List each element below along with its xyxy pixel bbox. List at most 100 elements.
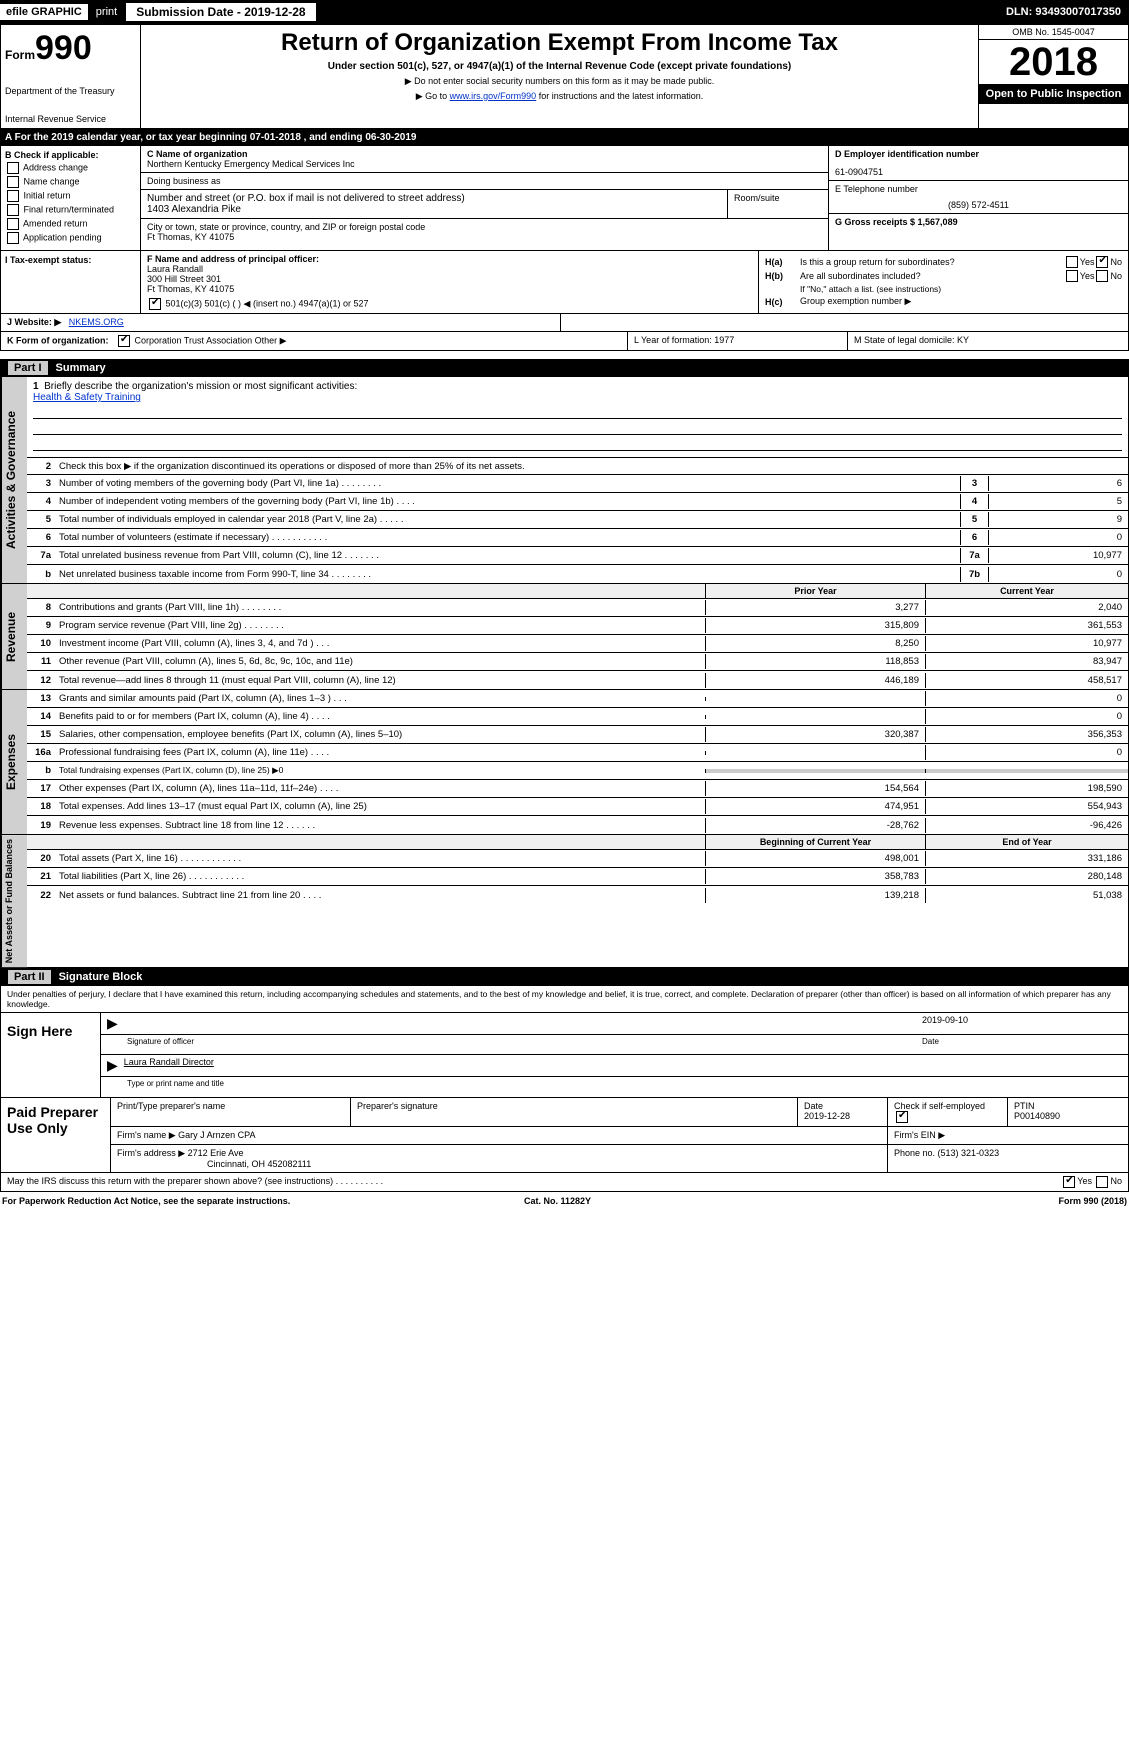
chk-amended[interactable]: Amended return (5, 218, 136, 230)
ein-label: D Employer identification number (835, 149, 1122, 159)
val-7b: 0 (988, 567, 1128, 582)
city-value: Ft Thomas, KY 41075 (147, 232, 822, 242)
submission-date: Submission Date - 2019-12-28 (125, 2, 316, 22)
line-2: Check this box ▶ if the organization dis… (55, 459, 1128, 474)
omb-box: OMB No. 1545-0047 2018 Open to Public In… (978, 25, 1128, 128)
hb-yes[interactable] (1066, 270, 1078, 282)
paid-label: Paid Preparer Use Only (1, 1098, 111, 1172)
beg-year-hdr: Beginning of Current Year (705, 835, 925, 849)
chk-initial[interactable]: Initial return (5, 190, 136, 202)
tax-year: 2018 (979, 40, 1128, 84)
expenses-section: Expenses 13Grants and similar amounts pa… (0, 690, 1129, 835)
gross-label: G Gross receipts $ 1,567,089 (835, 217, 1122, 227)
city-label: City or town, state or province, country… (147, 222, 822, 232)
val-5: 9 (988, 512, 1128, 527)
line-19: Revenue less expenses. Subtract line 18 … (55, 818, 705, 833)
dept-treasury: Department of the Treasury (5, 86, 136, 96)
mission-line (33, 437, 1122, 451)
chk-501c3[interactable] (149, 298, 161, 310)
phone-value: (859) 572-4511 (835, 200, 1122, 210)
line-22: Net assets or fund balances. Subtract li… (55, 888, 705, 903)
mission-line (33, 405, 1122, 419)
line-5: Total number of individuals employed in … (55, 512, 960, 527)
tax-exempt-cell: I Tax-exempt status: (1, 251, 141, 313)
chk-address[interactable]: Address change (5, 162, 136, 174)
ha-yes[interactable] (1066, 256, 1078, 268)
ein-value: 61-0904751 (835, 167, 1122, 177)
line-11: Other revenue (Part VIII, column (A), li… (55, 654, 705, 669)
line-4: Number of independent voting members of … (55, 494, 960, 509)
website-link[interactable]: NKEMS.ORG (69, 317, 124, 327)
print-label[interactable]: print (88, 4, 125, 20)
f-officer: F Name and address of principal officer:… (141, 251, 758, 313)
discuss-no[interactable] (1096, 1176, 1108, 1188)
form990-link[interactable]: www.irs.gov/Form990 (450, 91, 537, 101)
discuss-yes[interactable] (1063, 1176, 1075, 1188)
form-title: Return of Organization Exempt From Incom… (145, 29, 974, 57)
line-20: Total assets (Part X, line 16) . . . . .… (55, 851, 705, 866)
discuss-row: May the IRS discuss this return with the… (1, 1172, 1128, 1191)
line-14: Benefits paid to or for members (Part IX… (55, 709, 705, 724)
sign-here-row: Sign Here ▶2019-09-10 Signature of offic… (1, 1012, 1128, 1097)
netassets-tab: Net Assets or Fund Balances (1, 835, 27, 967)
mission-text[interactable]: Health & Safety Training (33, 392, 141, 403)
line-16a: Professional fundraising fees (Part IX, … (55, 745, 705, 760)
line-7a: Total unrelated business revenue from Pa… (55, 548, 960, 563)
f-label: F Name and address of principal officer: (147, 254, 752, 264)
form-note-1: ▶ Do not enter social security numbers o… (145, 76, 974, 87)
part2-header: Part IISignature Block (0, 968, 1129, 986)
signature-block: Under penalties of perjury, I declare th… (0, 986, 1129, 1192)
arrow-icon: ▶ (107, 1015, 118, 1032)
line-1: 1 Briefly describe the organization's mi… (27, 377, 1128, 457)
col-b: B Check if applicable: Address change Na… (1, 146, 141, 250)
governance-section: Activities & Governance 1 Briefly descri… (0, 377, 1129, 584)
line-8: Contributions and grants (Part VIII, lin… (55, 600, 705, 615)
l-year: L Year of formation: 1977 (628, 332, 848, 350)
line-6: Total number of volunteers (estimate if … (55, 530, 960, 545)
chk-final[interactable]: Final return/terminated (5, 204, 136, 216)
revenue-section: Revenue Prior YearCurrent Year 8Contribu… (0, 584, 1129, 690)
line-18: Total expenses. Add lines 13–17 (must eq… (55, 799, 705, 814)
officer-name: Laura Randall (147, 264, 752, 274)
form-title-box: Return of Organization Exempt From Incom… (141, 25, 978, 128)
paperwork-notice: For Paperwork Reduction Act Notice, see … (2, 1196, 290, 1206)
open-public: Open to Public Inspection (979, 84, 1128, 104)
f-h-row: I Tax-exempt status: F Name and address … (0, 251, 1129, 314)
form-header: Form990 Department of the Treasury Inter… (0, 24, 1129, 129)
line-12: Total revenue—add lines 8 through 11 (mu… (55, 673, 705, 688)
line-13: Grants and similar amounts paid (Part IX… (55, 691, 705, 706)
signer-name: Laura Randall Director (124, 1057, 214, 1074)
col-b-label: B Check if applicable: (5, 150, 136, 160)
self-employed-check[interactable]: Check if self-employed (888, 1098, 1008, 1126)
sign-date: 2019-09-10 (922, 1015, 1122, 1032)
end-year-hdr: End of Year (925, 835, 1128, 849)
ha-no[interactable] (1096, 256, 1108, 268)
officer-addr1: 300 Hill Street 301 (147, 274, 752, 284)
line-10: Investment income (Part VIII, column (A)… (55, 636, 705, 651)
klm-row: K Form of organization: Corporation Trus… (0, 332, 1129, 351)
chk-corp[interactable] (118, 335, 130, 347)
chk-name[interactable]: Name change (5, 176, 136, 188)
netassets-section: Net Assets or Fund Balances Beginning of… (0, 835, 1129, 968)
form-note-2: ▶ Go to www.irs.gov/Form990 for instruct… (145, 91, 974, 102)
line-3: Number of voting members of the governin… (55, 476, 960, 491)
cat-no: Cat. No. 11282Y (524, 1196, 591, 1206)
firm-ein: Firm's EIN ▶ (888, 1127, 1128, 1144)
hb-no[interactable] (1096, 270, 1108, 282)
header-grid: B Check if applicable: Address change Na… (0, 146, 1129, 251)
chk-pending[interactable]: Application pending (5, 232, 136, 244)
col-d: D Employer identification number 61-0904… (828, 146, 1128, 250)
current-year-hdr: Current Year (925, 584, 1128, 598)
firm-name: Firm's name ▶ Gary J Arnzen CPA (111, 1127, 888, 1144)
line-15: Salaries, other compensation, employee b… (55, 727, 705, 742)
form-ref: Form 990 (2018) (1058, 1196, 1127, 1206)
part1-header: Part ISummary (0, 359, 1129, 377)
firm-address: Firm's address ▶ 2712 Erie AveCincinnati… (111, 1145, 888, 1172)
val-3: 6 (988, 476, 1128, 491)
org-name-label: C Name of organization (147, 149, 822, 159)
form-number: 990 (35, 29, 92, 67)
m-state: M State of legal domicile: KY (848, 332, 1128, 350)
phone-label: E Telephone number (835, 184, 1122, 194)
j-row: J Website: ▶ NKEMS.ORG (0, 314, 1129, 332)
line-21: Total liabilities (Part X, line 26) . . … (55, 869, 705, 884)
